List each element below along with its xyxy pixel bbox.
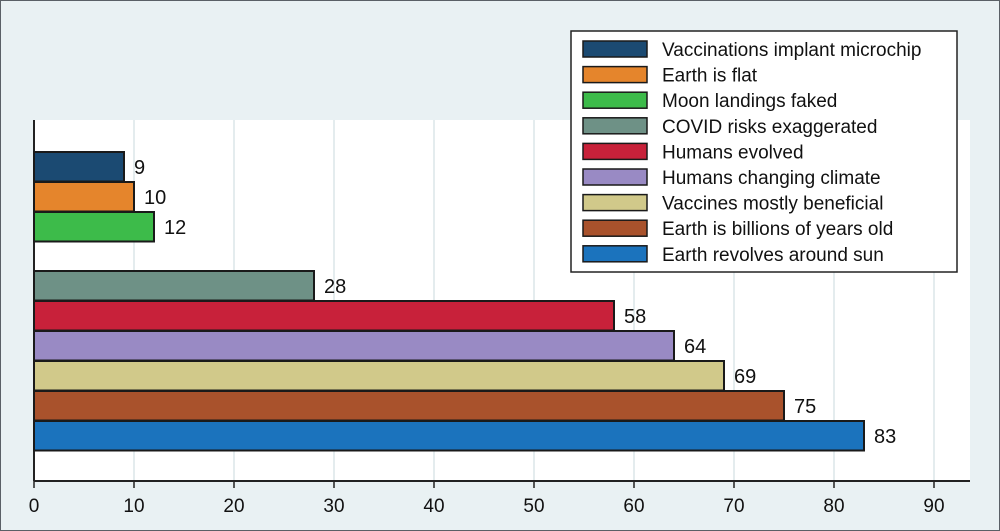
legend-label: Earth revolves around sun — [662, 245, 884, 266]
legend-swatch — [582, 91, 648, 109]
x-tick-label: 20 — [223, 496, 244, 517]
legend-label: Vaccinations implant microchip — [662, 40, 921, 61]
x-tick-label: 70 — [723, 496, 744, 517]
legend-label: Vaccines mostly beneficial — [662, 194, 883, 215]
legend-label: Moon landings faked — [662, 91, 837, 112]
legend-label: Earth is flat — [662, 66, 758, 87]
legend-label: Earth is billions of years old — [662, 219, 893, 240]
x-tick-label: 90 — [923, 496, 944, 517]
data-label: 9 — [134, 157, 145, 179]
x-tick-label: 50 — [523, 496, 544, 517]
data-label: 75 — [794, 396, 816, 418]
legend-label: COVID risks exaggerated — [662, 117, 877, 138]
legend-swatch — [582, 245, 648, 263]
data-label: 58 — [624, 306, 646, 328]
bar-vaccines-mostly-beneficial — [33, 360, 725, 392]
data-label: 69 — [734, 366, 756, 388]
legend: Vaccinations implant microchip Earth is f… — [570, 30, 958, 273]
legend-swatch — [582, 142, 648, 161]
x-tick-label: 80 — [823, 496, 844, 517]
data-label: 83 — [874, 426, 896, 448]
x-tick-label: 60 — [623, 496, 644, 517]
legend-swatch — [582, 117, 648, 135]
data-label: 28 — [324, 276, 346, 298]
legend-swatch — [582, 219, 648, 237]
bar-humans-evolved — [33, 300, 615, 332]
legend-label: Humans changing climate — [662, 168, 881, 189]
bar-earth-revolves-around-sun — [33, 420, 865, 452]
bar-moon-landings-faked — [33, 211, 155, 243]
bar-humans-changing-climate — [33, 330, 675, 362]
data-label: 10 — [144, 187, 166, 209]
legend-swatch — [582, 168, 648, 186]
x-tick-label: 10 — [123, 496, 144, 517]
data-label: 64 — [684, 336, 706, 358]
legend-swatch — [582, 65, 648, 84]
bar-covid-risks-exaggerated — [33, 270, 315, 302]
data-label: 12 — [164, 217, 186, 239]
x-tick-label: 30 — [323, 496, 344, 517]
x-tick-label: 0 — [29, 496, 40, 517]
bar-vaccinations-implant-microchip — [33, 151, 125, 183]
bar-earth-is-flat — [33, 181, 135, 213]
x-tick-label: 40 — [423, 496, 444, 517]
legend-swatch — [582, 40, 648, 58]
bar-earth-is-billions-of-years-old — [33, 390, 785, 422]
legend-swatch — [582, 193, 648, 212]
legend-label: Humans evolved — [662, 142, 804, 163]
